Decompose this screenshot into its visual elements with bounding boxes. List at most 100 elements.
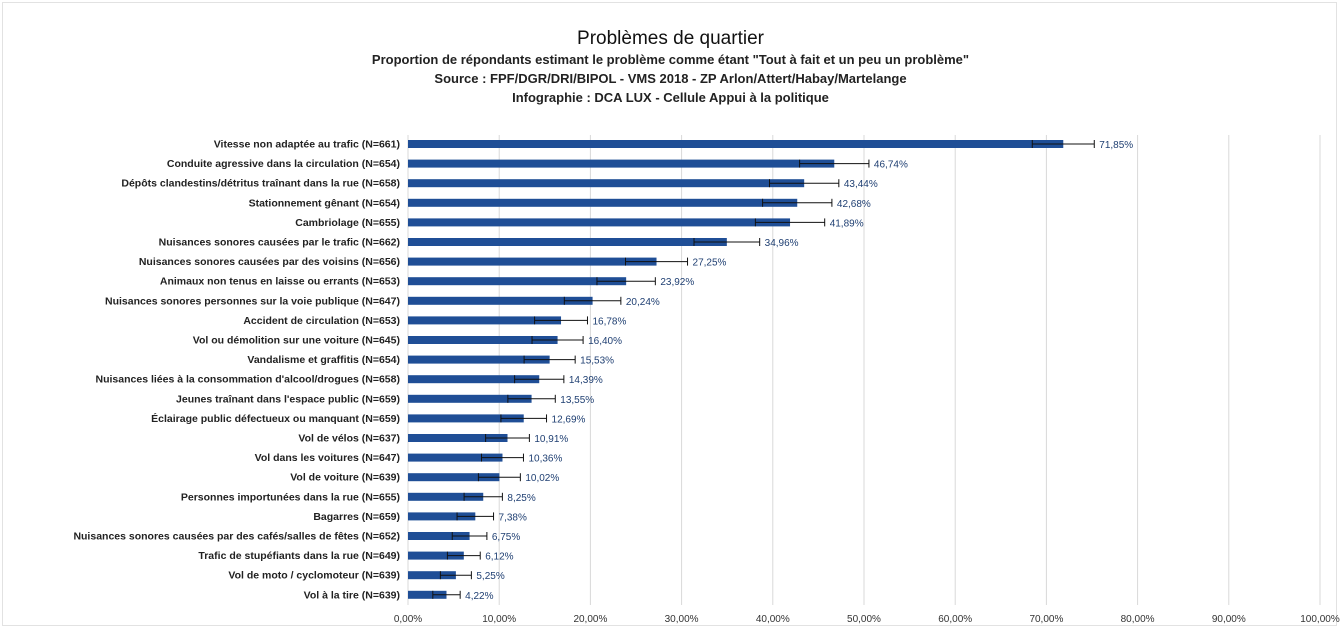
error-bar [456,512,495,521]
x-tick-label: 80,00% [1121,614,1155,625]
data-label: 8,25% [507,493,535,504]
x-tick-label: 10,00% [482,614,516,625]
error-bar [514,375,565,384]
error-bar [481,453,524,462]
data-label: 7,38% [499,512,527,523]
error-bar [531,336,584,344]
category-label: Vandalisme et graffitis (N=654) [247,354,400,366]
bar [408,492,484,501]
error-bar [439,571,472,580]
data-label: 43,44% [844,179,878,190]
x-tick-label: 0,00% [394,614,422,625]
error-bar [1031,140,1095,148]
error-bar [754,218,826,227]
data-label: 27,25% [693,258,727,269]
category-label: Vol à la tire (N=639) [304,589,400,601]
bar [408,394,532,403]
error-bar [534,316,588,325]
error-bar [446,551,481,560]
category-label: Nuisances sonores causées par des cafés/… [73,531,400,543]
error-bar [451,532,488,540]
error-bar [523,355,576,364]
error-bar [799,159,870,168]
bar [408,512,476,521]
bar [408,336,558,344]
x-tick-label: 30,00% [665,614,699,625]
category-label: Trafic de stupéfiants dans la rue (N=649… [198,550,400,562]
data-label: 13,55% [560,395,594,406]
error-bar [500,414,548,423]
bar [408,414,524,423]
data-label: 23,92% [660,277,694,288]
chart-credit: Infographie : DCA LUX - Cellule Appui à … [512,90,829,105]
category-label: Vol ou démolition sur une voiture (N=645… [193,335,400,347]
error-bar [477,473,521,482]
category-label: Cambriolage (N=655) [295,217,400,229]
category-label: Jeunes traînant dans l'espace public (N=… [176,393,400,405]
category-label: Vol de voiture (N=639) [290,472,400,484]
data-label: 5,25% [476,571,504,582]
chart-source: Source : FPF/DGR/DRI/BIPOL - VMS 2018 - … [434,71,907,86]
data-label: 41,89% [830,218,864,229]
category-label: Stationnement gênant (N=654) [249,197,400,209]
bar [408,296,593,305]
x-tick-label: 20,00% [573,614,607,625]
category-label: Nuisances liées à la consommation d'alco… [96,374,400,386]
bar [408,590,447,599]
chart-title: Problèmes de quartier [577,28,764,49]
data-label: 71,85% [1099,140,1133,151]
category-label: Vol dans les voitures (N=647) [255,452,400,464]
data-label: 4,22% [465,591,493,602]
error-bar [485,434,530,442]
category-label: Vol de moto / cyclomoteur (N=639) [228,570,400,582]
bar [408,453,503,462]
bar [408,532,470,540]
bar [408,551,464,560]
category-label: Vol de vélos (N=637) [298,433,400,445]
category-label: Nuisances sonores causées par des voisin… [139,256,400,268]
data-label: 42,68% [837,199,871,210]
data-label: 10,36% [528,454,562,465]
category-label: Personnes importunées dans la rue (N=655… [181,491,400,503]
bar [408,257,657,266]
data-label: 14,39% [569,375,603,386]
x-tick-label: 70,00% [1029,614,1063,625]
bar [408,473,500,482]
x-tick-label: 60,00% [938,614,972,625]
bar [408,571,456,580]
category-label: Dépôts clandestins/détritus traînant dan… [121,178,400,190]
error-bar [432,590,461,599]
category-label: Nuisances sonores personnes sur la voie … [105,295,400,307]
category-label: Vitesse non adaptée au trafic (N=661) [214,139,400,151]
bar [408,238,727,246]
data-label: 16,40% [588,336,622,347]
data-label: 6,75% [492,532,520,543]
category-label: Bagarres (N=659) [313,511,400,523]
data-label: 6,12% [485,552,513,563]
bar [408,375,540,384]
category-label: Éclairage public défectueux ou manquant … [151,412,400,425]
data-label: 10,02% [525,473,559,484]
x-tick-label: 100,00% [1300,614,1340,625]
category-label: Animaux non tenus en laisse ou errants (… [160,276,400,288]
x-tick-label: 50,00% [847,614,881,625]
bar [408,434,508,442]
data-label: 10,91% [534,434,568,445]
chart-subtitle: Proportion de répondants estimant le pro… [371,52,970,67]
error-bar [693,238,761,246]
data-label: 20,24% [626,297,660,308]
data-label: 12,69% [552,414,586,425]
bar [408,218,791,227]
error-bar [762,198,833,207]
data-label: 16,78% [592,316,626,327]
bar [408,198,798,207]
x-tick-label: 90,00% [1212,614,1246,625]
error-bar [625,257,689,266]
data-label: 46,74% [874,160,908,171]
category-label: Accident de circulation (N=653) [243,315,400,327]
error-bar [769,179,840,188]
category-label: Nuisances sonores causées par le trafic … [159,237,400,249]
data-label: 34,96% [765,238,799,249]
category-label: Conduite agressive dans la circulation (… [167,158,400,170]
